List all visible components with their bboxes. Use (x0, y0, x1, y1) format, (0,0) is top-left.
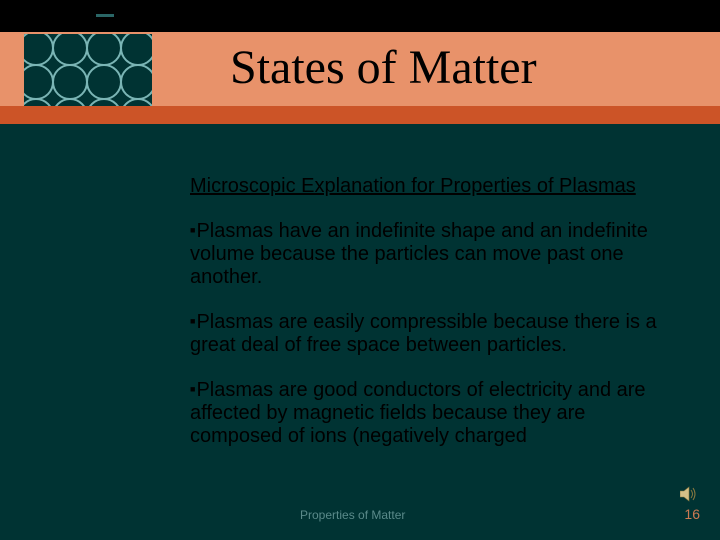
content-area: Microscopic Explanation for Properties o… (190, 175, 660, 470)
bullet-text: Plasmas are easily compressible because … (190, 311, 657, 356)
slide-title: States of Matter (230, 40, 537, 95)
footer-label: Properties of Matter (300, 508, 405, 522)
bullet-text: Plasmas have an indefinite shape and an … (190, 220, 648, 288)
bullet-item: ■Plasmas are easily compressible because… (190, 311, 660, 357)
bullet-marker-icon: ■ (190, 384, 195, 394)
side-panel (0, 124, 166, 540)
bullet-marker-icon: ■ (190, 316, 195, 326)
sound-icon[interactable] (680, 486, 698, 502)
top-tick-mark (96, 14, 114, 17)
bullet-item: ■Plasmas are good conductors of electric… (190, 379, 660, 448)
page-number: 16 (684, 506, 700, 522)
bullet-item: ■Plasmas have an indefinite shape and an… (190, 220, 660, 289)
subheading: Microscopic Explanation for Properties o… (190, 175, 660, 198)
bullet-text: Plasmas are good conductors of electrici… (190, 379, 646, 447)
bullet-marker-icon: ■ (190, 225, 195, 235)
slide-container: States of Matter Microscopic Explanation… (0, 0, 720, 540)
accent-bar (0, 106, 720, 124)
